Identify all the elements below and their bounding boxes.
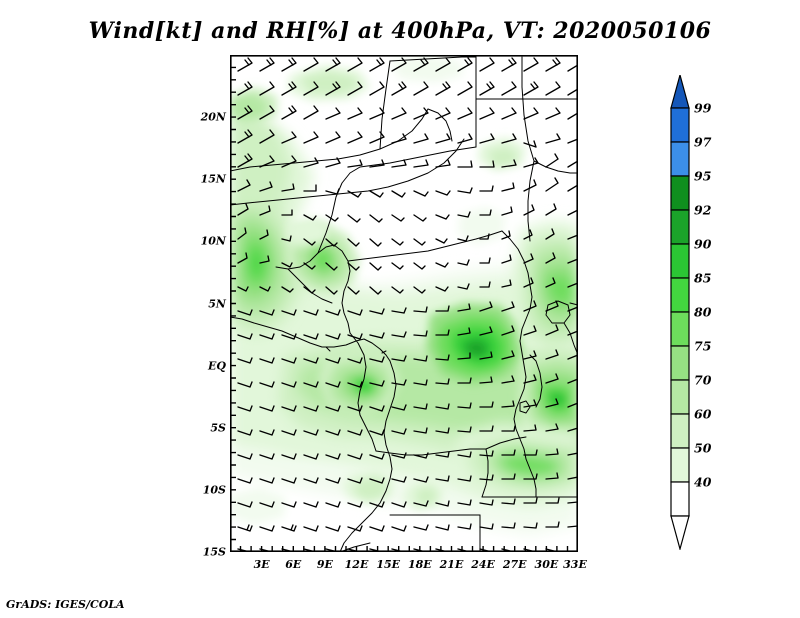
colorbar: 99 97 95 92 90 85 80 75 70 60 50 40 (670, 75, 790, 550)
colorbar-label-50: 50 (694, 440, 712, 456)
wind-barb-layer (237, 57, 578, 552)
lon-tick-label-3e: 3E (253, 558, 270, 571)
map-plot-area: 20N 15N 10N 5N EQ 5S 10S 15S 3E 6E 9E 12… (201, 55, 587, 571)
map-svg (230, 55, 578, 552)
colorbar-label-92: 92 (694, 202, 712, 218)
lat-tick-label-10n: 10N (200, 234, 226, 248)
lon-tick-label-27e: 27E (502, 558, 527, 571)
lon-tick-label-33e: 33E (563, 558, 587, 571)
lat-tick-label-5s: 5S (210, 421, 226, 435)
lon-tick-label-6e: 6E (285, 558, 302, 571)
lon-tick-label-15e: 15E (376, 558, 401, 571)
colorbar-label-99: 99 (694, 100, 712, 116)
colorbar-label-97: 97 (694, 134, 712, 150)
lon-tick-label-30e: 30E (534, 558, 559, 571)
colorbar-label-90: 90 (694, 236, 712, 252)
lon-tick-label-18e: 18E (407, 558, 432, 571)
colorbar-svg (670, 75, 690, 550)
lat-tick-label-15s: 15S (202, 545, 226, 559)
lat-tick-label-20n: 20N (200, 110, 226, 124)
colorbar-label-70: 70 (694, 372, 712, 388)
lat-tick-label-5n: 5N (208, 297, 226, 311)
lon-tick-label-21e: 21E (439, 558, 464, 571)
lon-tick-label-9e: 9E (316, 558, 333, 571)
map-borders-layer (230, 55, 578, 552)
colorbar-label-80: 80 (694, 304, 712, 320)
colorbar-label-40: 40 (694, 474, 712, 490)
lon-tick-label-12e: 12E (344, 558, 369, 571)
lon-tick-label-24e: 24E (471, 558, 495, 571)
axis-ticks (230, 66, 569, 552)
lat-tick-label-10s: 10S (202, 483, 226, 497)
colorbar-label-85: 85 (694, 270, 712, 286)
colorbar-label-75: 75 (694, 338, 712, 354)
lat-tick-label-eq: EQ (208, 359, 226, 373)
colorbar-label-95: 95 (694, 168, 712, 184)
colorbar-label-60: 60 (694, 406, 712, 422)
grads-credit: GrADS: IGES/COLA (6, 598, 125, 611)
lat-tick-label-15n: 15N (200, 172, 226, 186)
page-title: Wind[kt] and RH[%] at 400hPa, VT: 202005… (88, 18, 712, 44)
